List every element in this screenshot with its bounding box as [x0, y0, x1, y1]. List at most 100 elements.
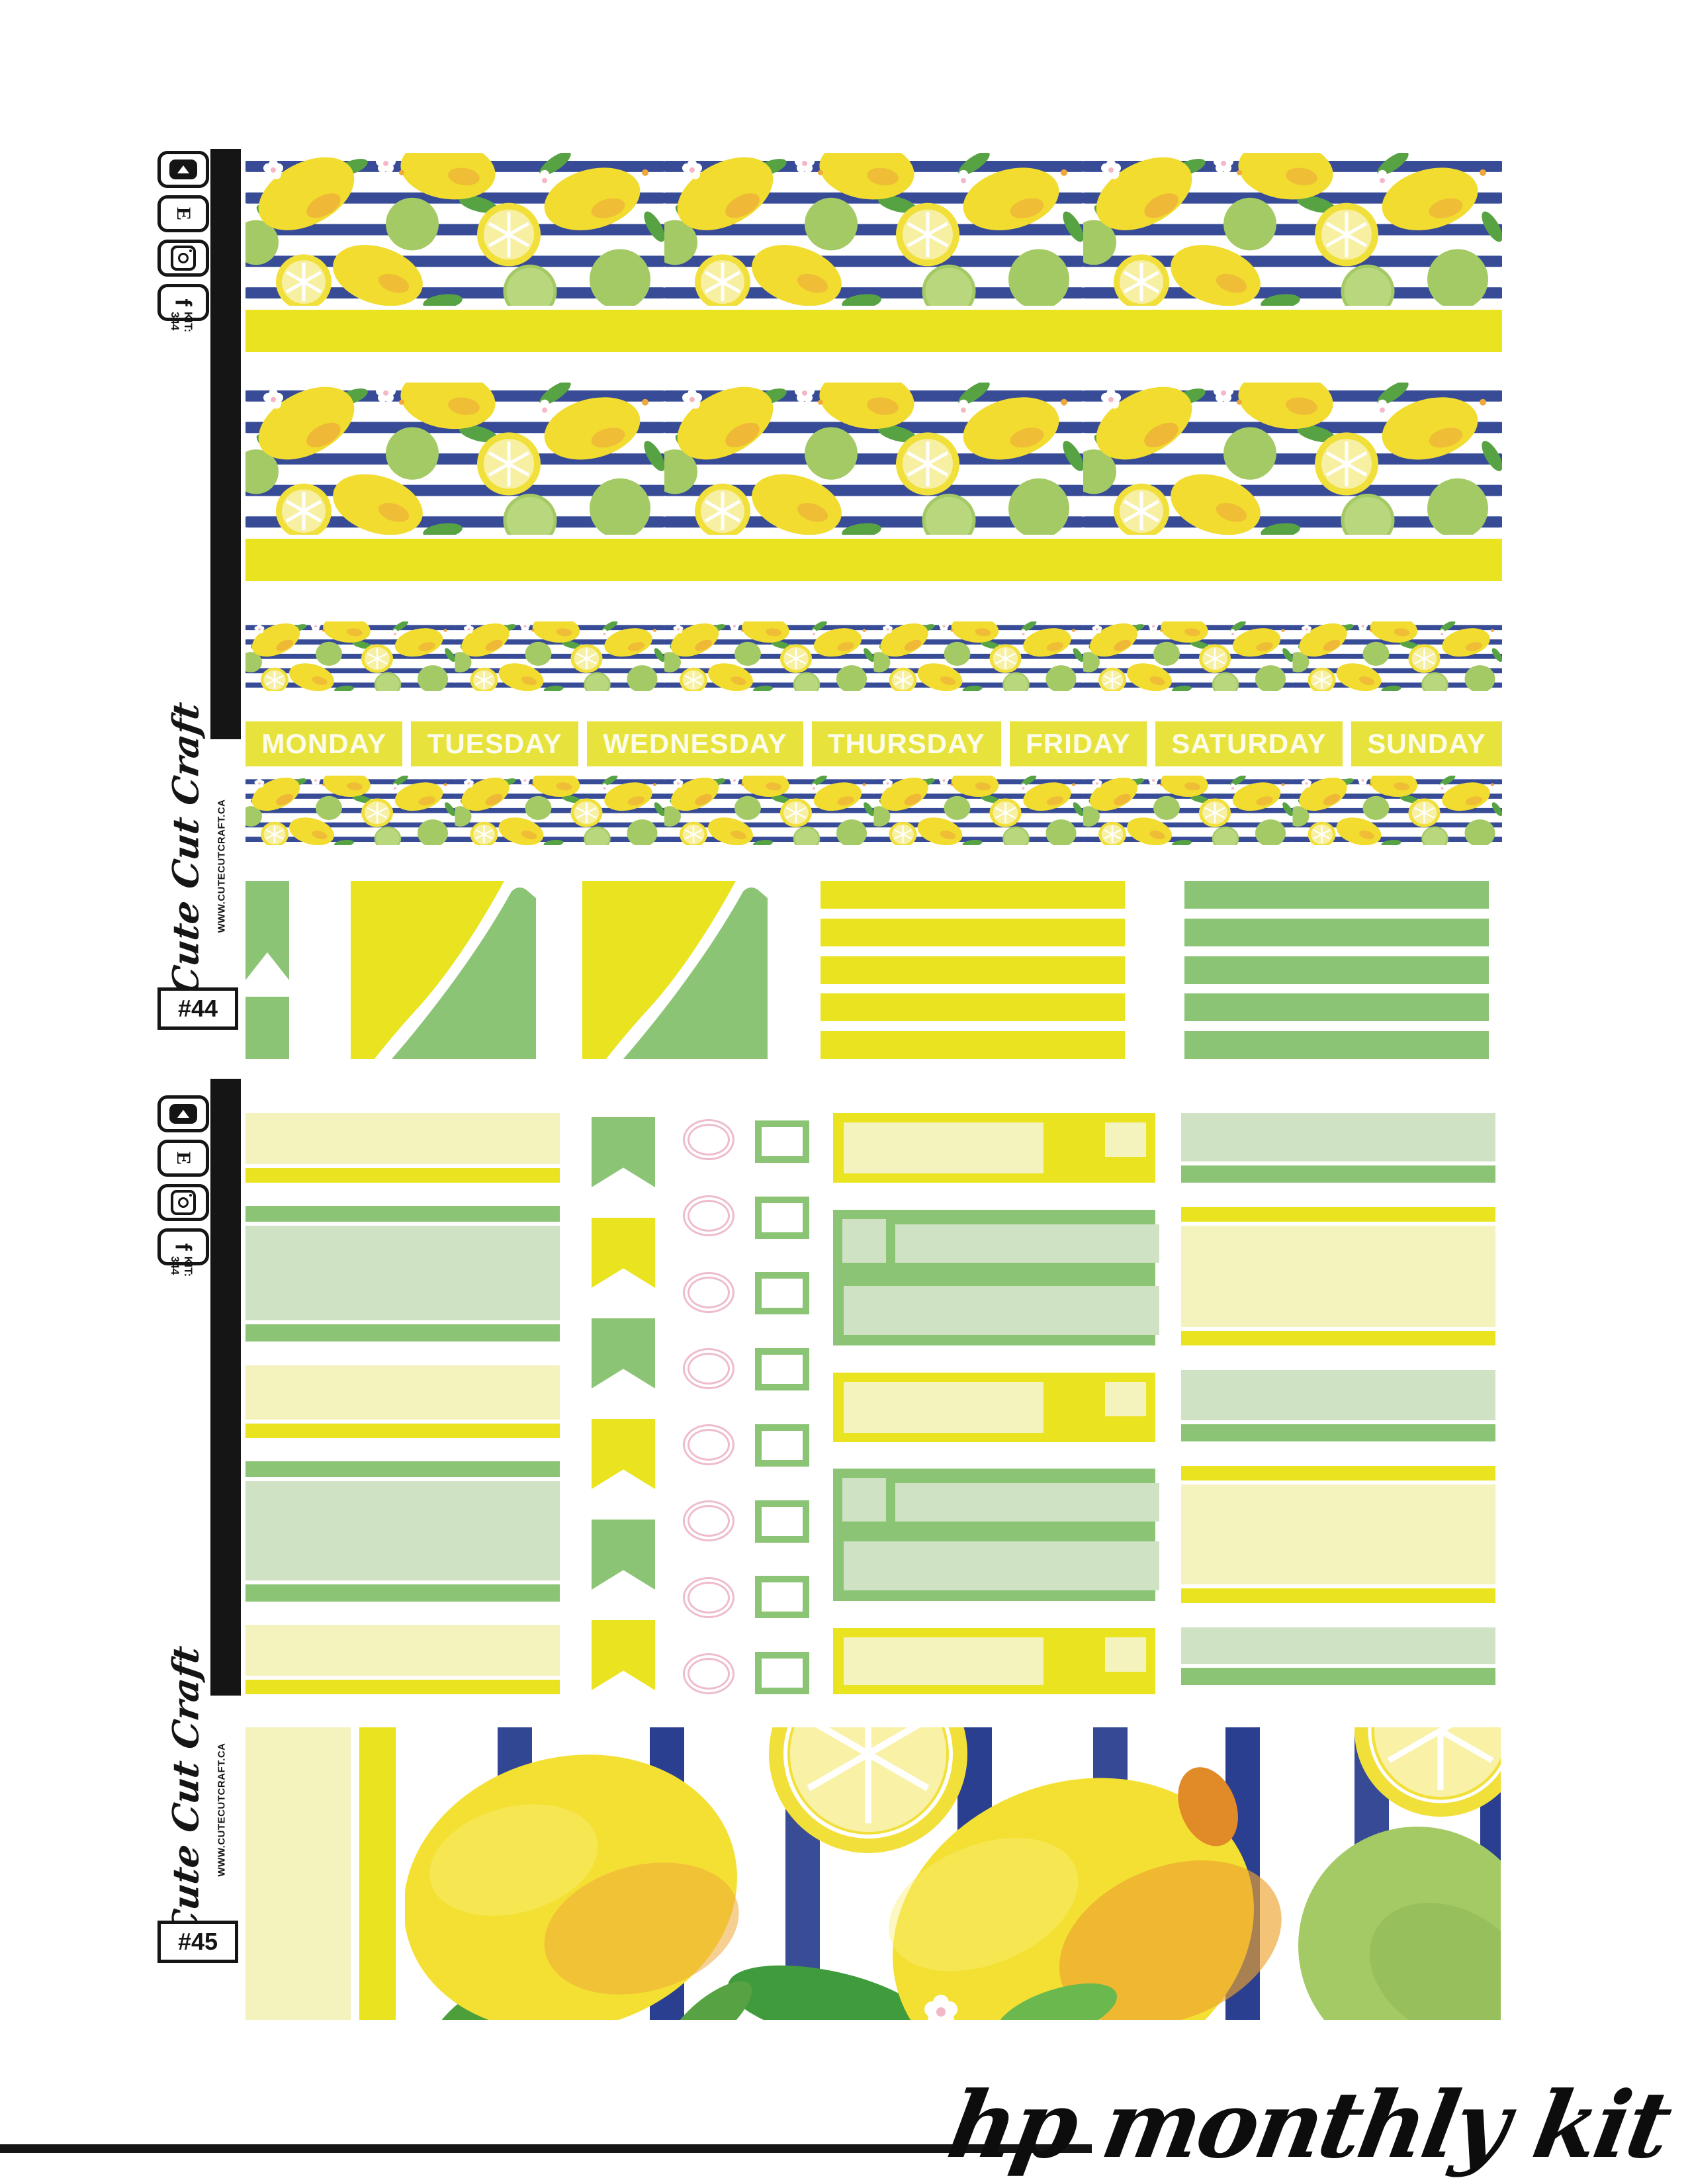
- inner-corner-square: [842, 1478, 886, 1522]
- kit-number-label-sheet45: KIT: 344: [154, 1246, 210, 1288]
- green-bottom-bar: [1181, 1668, 1495, 1685]
- yellow-outline-box-sticker: [833, 1113, 1155, 1183]
- pink-circle-sticker: [683, 1576, 734, 1618]
- green-half-box-group: [245, 1206, 560, 1342]
- yellow-bottom-bar: [245, 1168, 560, 1183]
- sheet-number-45: #45: [177, 1928, 218, 1955]
- yellow-bottom-bar: [245, 1423, 560, 1438]
- pink-circle-sticker: [683, 1424, 734, 1466]
- washi-strip-vertical-yellow: [359, 1727, 396, 2020]
- brand-script-sheet44: Cute Cut Craft: [156, 700, 214, 997]
- weekday-wednesday: WEDNESDAY: [586, 721, 803, 766]
- instagram-dot: [189, 250, 192, 252]
- yellow-half-box-group: [245, 1625, 560, 1694]
- green-half-box-group: [1181, 1370, 1495, 1441]
- kit-label: KIT:: [182, 1256, 195, 1277]
- inner-label-rect: [844, 1381, 1044, 1433]
- inner-label-rect: [844, 1122, 1044, 1173]
- striped-header-box-green: [1184, 881, 1489, 1059]
- pale-green-box: [245, 1480, 560, 1580]
- pale-green-box: [1181, 1627, 1495, 1664]
- sheet-number-badge-45: #45: [157, 1921, 238, 1963]
- green-half-box-group: [245, 1461, 560, 1602]
- play-triangle: [177, 165, 189, 173]
- pink-circle-sticker: [683, 1195, 734, 1237]
- sheet-number-44: #44: [177, 995, 218, 1022]
- inner-bottom-bar: [844, 1285, 1159, 1335]
- green-stripe-bar: [1184, 1031, 1489, 1059]
- pale-green-box: [1181, 1370, 1495, 1420]
- pale-yellow-box: [245, 1625, 560, 1676]
- washi-strip-solid-yellow-2: [245, 539, 1502, 581]
- kit-number: 344: [169, 312, 182, 331]
- green-checkbox-sticker: [755, 1196, 809, 1239]
- pink-circle-sticker: [683, 1347, 734, 1389]
- yellow-stripe-bar: [821, 1031, 1125, 1059]
- circle-column: [683, 1119, 738, 1694]
- weekday-saturday: SATURDAY: [1155, 721, 1343, 766]
- green-bottom-bar: [245, 1324, 560, 1342]
- green-flag-sticker: [592, 1520, 655, 1590]
- outline-box-column: [833, 1113, 1159, 1694]
- pale-yellow-box: [245, 1113, 560, 1164]
- sheet-number-badge-44: #44: [157, 987, 238, 1030]
- footer-divider-line: [0, 2144, 1092, 2153]
- weekday-header-row: MONDAY TUESDAY WEDNESDAY THURSDAY FRIDAY SATU…: [245, 721, 1503, 766]
- kit-number: 344: [169, 1256, 182, 1275]
- brand-name: Cute Cut Craft: [164, 1643, 207, 1941]
- yellow-flag-sticker: [592, 1218, 655, 1288]
- kit-number-label-sheet44: KIT: 344: [154, 301, 210, 343]
- torn-diagonal-square-sticker-1: [351, 881, 536, 1059]
- green-outline-box-sticker: [833, 1469, 1159, 1602]
- half-box-column-right: [1181, 1113, 1495, 1685]
- instagram-dot: [189, 1194, 192, 1197]
- inner-top-bar: [895, 1224, 1159, 1263]
- green-half-box-group: [1181, 1113, 1495, 1183]
- kit-label: KIT:: [182, 312, 195, 333]
- yellow-top-bar: [1181, 1207, 1495, 1222]
- green-checkbox-sticker: [755, 1272, 809, 1315]
- pink-circle-sticker: [683, 1271, 734, 1313]
- etsy-letter: E: [172, 1151, 195, 1165]
- yellow-stripe-bar: [821, 956, 1125, 984]
- yellow-stripe-bar: [821, 881, 1125, 909]
- half-box-column-left: [245, 1113, 560, 1694]
- instagram-icon: [157, 1184, 209, 1221]
- pale-green-box: [245, 1226, 560, 1321]
- washi-strip-lemons-2: [245, 383, 1502, 535]
- inner-bottom-bar: [844, 1541, 1159, 1591]
- washi-strip-lemons-1: [245, 153, 1502, 306]
- website-url: WWW.CUTECUTCRAFT.CA: [216, 1743, 228, 1876]
- torn-square-art: [351, 881, 536, 1059]
- yellow-half-box-group: [1181, 1207, 1495, 1345]
- green-flag-sticker: [592, 1318, 655, 1388]
- striped-header-box-yellow: [821, 881, 1125, 1059]
- yellow-outline-box-sticker: [833, 1628, 1155, 1694]
- yellow-half-box-group: [1181, 1466, 1495, 1603]
- inner-top-bar: [895, 1483, 1159, 1522]
- green-bottom-bar: [1181, 1165, 1495, 1183]
- instagram-glyph: [171, 246, 196, 271]
- spine-flag-top-sticker: [245, 881, 289, 980]
- washi-strip-thin-1: [245, 621, 1502, 691]
- checkbox-column: [755, 1120, 809, 1694]
- yellow-bottom-bar: [1181, 1331, 1495, 1345]
- etsy-icon: E: [157, 1140, 209, 1177]
- etsy-icon: E: [157, 195, 209, 232]
- sidebar-bar-sheet45: [210, 1079, 241, 1696]
- yellow-outline-box-sticker: [833, 1372, 1155, 1442]
- washi-strip-thin-2: [245, 776, 1502, 845]
- green-top-bar: [245, 1461, 560, 1477]
- brand-name: Cute Cut Craft: [164, 700, 207, 997]
- youtube-play-glyph: [169, 1104, 197, 1124]
- inner-side-square: [1105, 1122, 1146, 1157]
- weekday-tuesday: TUESDAY: [411, 721, 578, 766]
- yellow-bottom-bar: [245, 1680, 560, 1694]
- green-checkbox-sticker: [755, 1651, 809, 1694]
- instagram-lens: [178, 1197, 189, 1208]
- brand-url-sheet44: WWW.CUTECUTCRAFT.CA: [212, 760, 231, 972]
- green-outline-box-sticker: [833, 1209, 1159, 1345]
- green-checkbox-sticker: [755, 1500, 809, 1543]
